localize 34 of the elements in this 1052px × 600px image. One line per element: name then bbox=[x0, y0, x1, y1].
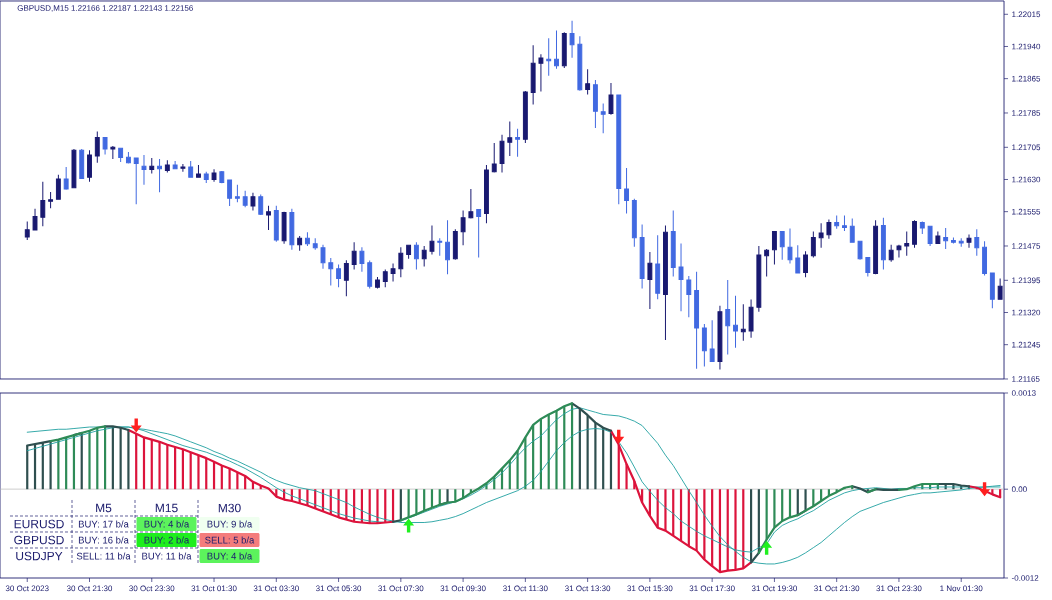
x-tick-label: 31 Oct 01:30 bbox=[191, 585, 237, 592]
x-tick-label: 31 Oct 19:30 bbox=[751, 585, 798, 592]
text: BUY: 9 b/a bbox=[207, 520, 253, 528]
y-tick-label: -0.0012 bbox=[1011, 575, 1039, 581]
x-tick-label: 31 Oct 23:30 bbox=[876, 585, 922, 592]
category-label: USDJPY bbox=[16, 551, 63, 561]
text: BUY: 4 b/a bbox=[144, 520, 190, 528]
text: BUY: 11 b/a bbox=[142, 552, 192, 560]
category-label: EURUSD bbox=[14, 519, 64, 529]
y-tick-label: 0.0013 bbox=[1011, 390, 1036, 396]
category-label: GBPUSD bbox=[14, 535, 64, 545]
x-tick-label: 31 Oct 21:30 bbox=[814, 585, 860, 592]
x-tick-label: 30 Oct 23:30 bbox=[129, 585, 175, 592]
x-tick-label: 31 Oct 09:30 bbox=[440, 585, 486, 592]
x-tick-label: 31 Oct 07:30 bbox=[378, 585, 424, 592]
x-tick-label: 30 Oct 2023 bbox=[5, 585, 49, 592]
category-label: M5 bbox=[96, 503, 112, 513]
category-label: M15 bbox=[155, 503, 178, 513]
category-label: M30 bbox=[218, 503, 241, 513]
x-tick-label: 31 Oct 11:30 bbox=[503, 585, 548, 592]
x-tick-label: 31 Oct 13:30 bbox=[565, 585, 611, 592]
text: BUY: 17 b/a bbox=[78, 520, 129, 528]
x-tick-label: 1 Nov 01:30 bbox=[940, 585, 983, 592]
x-tick-label: 31 Oct 15:30 bbox=[627, 585, 673, 592]
text: SELL: 11 b/a bbox=[76, 552, 131, 560]
text: BUY: 4 b/a bbox=[207, 552, 253, 560]
text: SELL: 5 b/a bbox=[205, 536, 255, 544]
x-tick-label: 31 Oct 05:30 bbox=[315, 585, 362, 592]
x-tick-label: 31 Oct 17:30 bbox=[689, 585, 735, 592]
y-tick-label: 0.00 bbox=[1011, 486, 1027, 493]
x-tick-label: 30 Oct 21:30 bbox=[66, 585, 113, 592]
x-tick-label: 31 Oct 03:30 bbox=[253, 585, 299, 592]
text: BUY: 2 b/a bbox=[144, 536, 190, 544]
text: BUY: 16 b/a bbox=[78, 536, 129, 544]
